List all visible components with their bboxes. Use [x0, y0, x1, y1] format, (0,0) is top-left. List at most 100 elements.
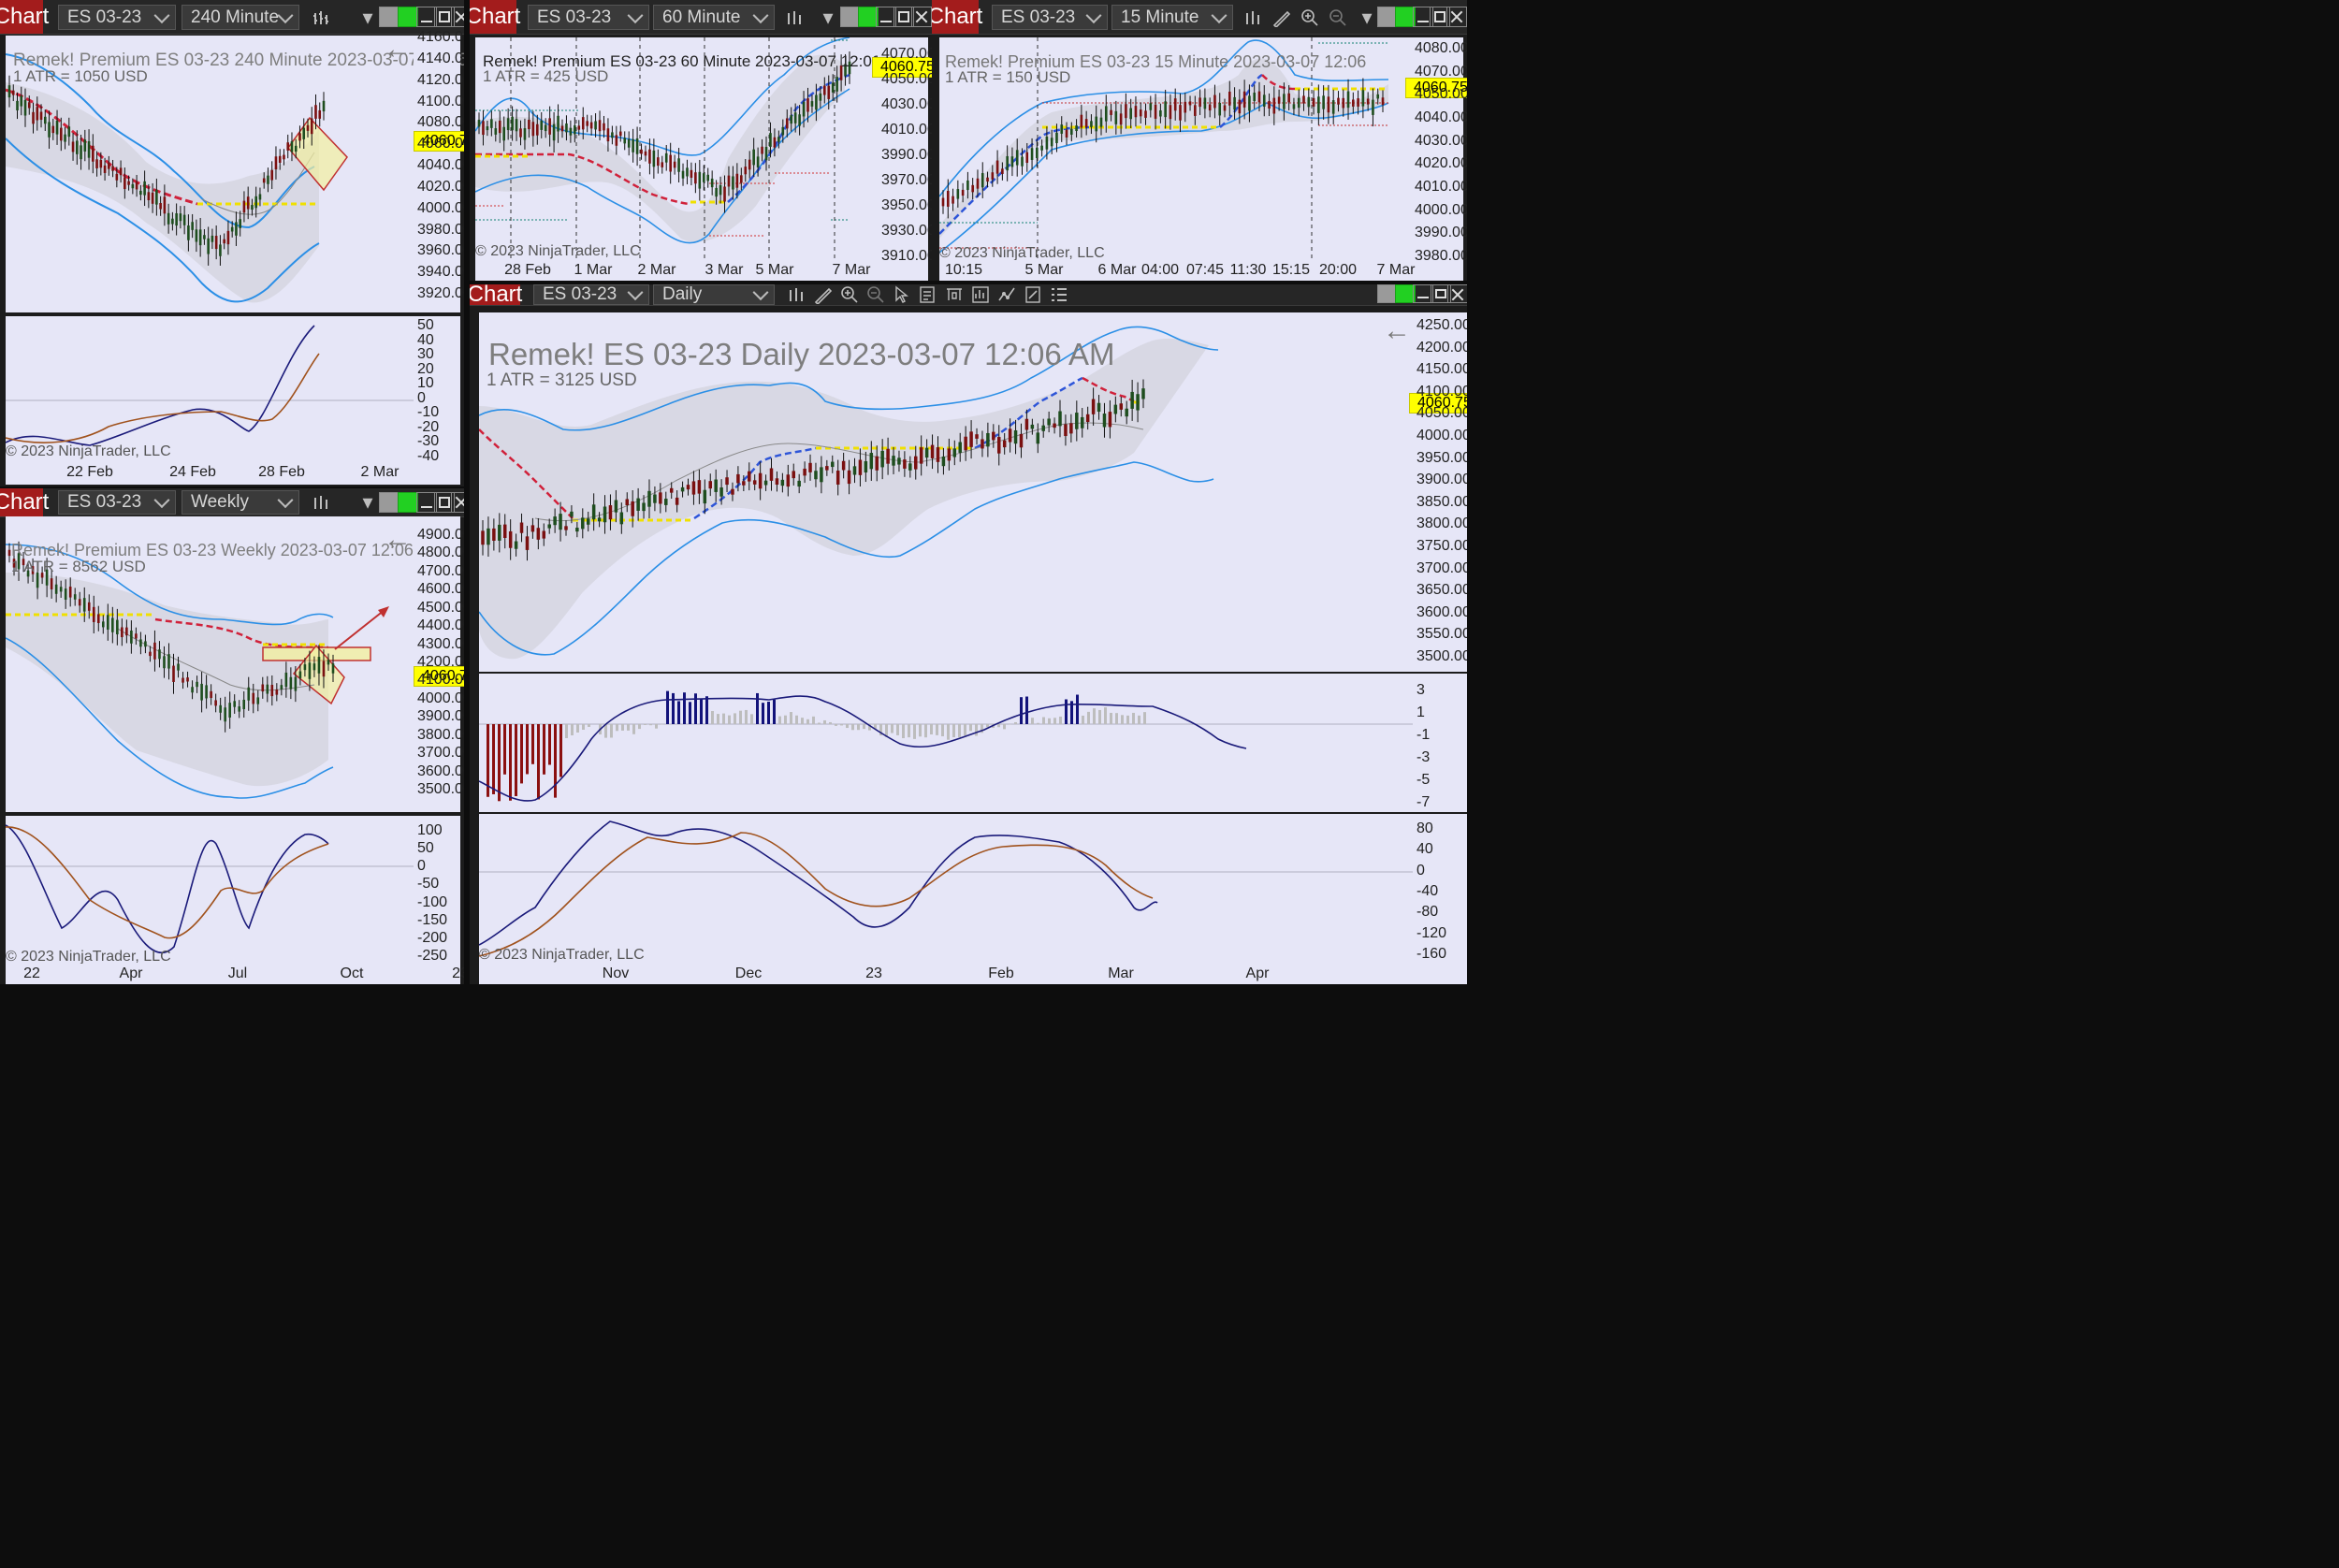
price-axis[interactable]: 4060.75 4080.00 4070.00 4050.00 4040.00 4030…: [1405, 37, 1467, 264]
instrument-selector[interactable]: ES 03-23: [58, 5, 176, 30]
time-tick-label: 23: [865, 965, 882, 981]
candle-body: [242, 699, 246, 709]
draw-tools-icon[interactable]: [810, 284, 836, 305]
back-arrow-icon[interactable]: ←: [1383, 315, 1411, 346]
close-button[interactable]: [1446, 7, 1467, 27]
candle-body: [1095, 116, 1098, 132]
bar-type-icon[interactable]: [782, 5, 808, 30]
interval-selector[interactable]: Weekly: [182, 490, 299, 515]
zoom-out-icon[interactable]: [863, 284, 889, 305]
candle-body: [835, 77, 838, 92]
zoom-out-icon[interactable]: [1325, 5, 1351, 30]
minimize-button[interactable]: [416, 7, 437, 27]
instrument-selector[interactable]: ES 03-23: [58, 490, 176, 515]
strategies-icon[interactable]: [994, 284, 1020, 305]
candle-body: [644, 151, 647, 156]
projection-arrow[interactable]: [334, 609, 385, 650]
minimize-button[interactable]: [416, 492, 437, 513]
candle-body: [312, 663, 316, 671]
data-box-icon[interactable]: [915, 284, 941, 305]
atr-line: 1 ATR = 425 USD: [483, 67, 609, 85]
price-axis[interactable]: 4060.75 4250.00 4200.00 4150.00 4100.00 4050…: [1409, 312, 1467, 672]
instrument-selector[interactable]: ES 03-23: [528, 5, 649, 30]
axis-tick-label: 4020.00: [1415, 155, 1467, 172]
price-axis[interactable]: 4060.75 4070.00 4050.00 4030.00 4010.00 3990…: [872, 37, 932, 264]
oscillator-panel[interactable]: © 2023 NinjaTrader, LLC: [6, 816, 414, 965]
candle-body: [498, 524, 501, 541]
zoom-in-icon[interactable]: [836, 284, 863, 305]
candle-body: [498, 120, 501, 134]
candle-body: [681, 170, 685, 179]
histogram-panel[interactable]: [479, 674, 1413, 812]
chart-menu-button[interactable]: Chart: [0, 0, 49, 34]
candle-body: [139, 190, 142, 196]
minimize-button[interactable]: [876, 7, 896, 27]
window-color-button[interactable]: [379, 7, 400, 27]
time-axis[interactable]: 22AprJulOct23Apr: [6, 964, 464, 984]
back-arrow-icon[interactable]: ←: [384, 524, 412, 555]
axis-tick-label: -7: [1416, 794, 1431, 810]
close-button[interactable]: [911, 7, 932, 27]
close-button[interactable]: [451, 7, 464, 27]
candle-body: [40, 573, 44, 578]
minimize-button[interactable]: [1413, 7, 1433, 27]
price-panel[interactable]: Remek! Premium ES 03-23 60 Minute 2023-0…: [475, 37, 908, 260]
draw-tools-icon[interactable]: [1269, 5, 1295, 30]
interval-selector[interactable]: 60 Minute: [653, 5, 775, 30]
time-axis[interactable]: Nov Dec 23 Feb Mar Apr: [479, 964, 1467, 984]
price-panel[interactable]: Remek! Premium ES 03-23 15 Minute 2023-0…: [939, 37, 1411, 261]
time-axis[interactable]: 10:15 5 Mar 6 Mar 04:00 07:45 11:30 15:15 20:00…: [939, 260, 1463, 281]
candle-body: [17, 553, 21, 570]
chart-menu-button[interactable]: Chart: [932, 0, 982, 34]
interval-selector[interactable]: Daily: [653, 284, 775, 305]
chevron-down-icon[interactable]: ▾: [822, 5, 834, 29]
window-color-button[interactable]: [379, 492, 400, 513]
bar-type-icon[interactable]: [784, 284, 810, 305]
candle-body: [1312, 97, 1315, 107]
oscillator-axis: 50 40 30 20 10 0 -10 -20 -30 -40: [414, 316, 460, 464]
price-panel[interactable]: Remek! ES 03-23 Daily 2023-03-07 12:06 A…: [479, 312, 1413, 672]
close-button[interactable]: [451, 492, 464, 513]
link-status-button[interactable]: [398, 492, 418, 513]
interval-selector[interactable]: 240 Minute: [182, 5, 299, 30]
properties-icon[interactable]: [1020, 284, 1046, 305]
link-status-button[interactable]: [1395, 7, 1416, 27]
histogram-bar: [571, 724, 574, 735]
cursor-icon[interactable]: [889, 284, 915, 305]
back-arrow-icon[interactable]: ←: [384, 34, 412, 65]
candle-body: [618, 131, 622, 137]
price-panel[interactable]: Remek! Premium ES 03-23 Weekly 2023-03-0…: [6, 516, 443, 812]
chevron-down-icon[interactable]: ▾: [362, 5, 373, 29]
bar-type-icon[interactable]: [309, 5, 335, 30]
oscillator-panel[interactable]: © 2023 NinjaTrader, LLC: [6, 316, 414, 462]
chart-menu-button[interactable]: Chart: [470, 284, 523, 307]
indicators-icon[interactable]: [967, 284, 994, 305]
price-axis[interactable]: 4060.75 4900.004800.004700.00 4600.004500…: [414, 516, 464, 812]
instrument-selector[interactable]: ES 03-23: [533, 284, 649, 305]
time-axis[interactable]: 28 Feb 1 Mar 2 Mar 3 Mar 5 Mar 7 Mar: [475, 260, 928, 281]
chart-menu-button[interactable]: Chart: [0, 488, 50, 516]
chevron-down-icon[interactable]: ▾: [362, 490, 373, 514]
bar-type-icon[interactable]: [309, 490, 335, 515]
link-status-button[interactable]: [858, 7, 879, 27]
instrument-selector[interactable]: ES 03-23: [992, 5, 1108, 30]
close-button[interactable]: [1447, 284, 1467, 303]
oscillator-panel[interactable]: © 2023 NinjaTrader, LLC: [479, 814, 1413, 964]
minimize-button[interactable]: [1413, 284, 1433, 303]
bar-type-icon[interactable]: [1241, 5, 1267, 30]
zoom-in-icon[interactable]: [1297, 5, 1323, 30]
link-status-button[interactable]: [398, 7, 418, 27]
lower-band-line: [939, 102, 1389, 254]
templates-icon[interactable]: [941, 284, 967, 305]
chart-menu-button[interactable]: Chart: [470, 0, 520, 34]
candle-body: [1058, 411, 1062, 427]
chevron-down-icon[interactable]: ▾: [1361, 5, 1373, 29]
price-panel[interactable]: Remek! Premium ES 03-23 240 Minute 2023-…: [6, 34, 464, 312]
axis-tick-label: 4050.00: [881, 71, 932, 87]
interval-selector[interactable]: 15 Minute: [1111, 5, 1233, 30]
link-status-button[interactable]: [1395, 284, 1416, 303]
candle-body: [1119, 113, 1123, 125]
list-icon[interactable]: [1046, 284, 1072, 305]
price-axis[interactable]: 4060.75 4160.00 4140.00 4120.00 4100.00 4080…: [414, 29, 464, 312]
